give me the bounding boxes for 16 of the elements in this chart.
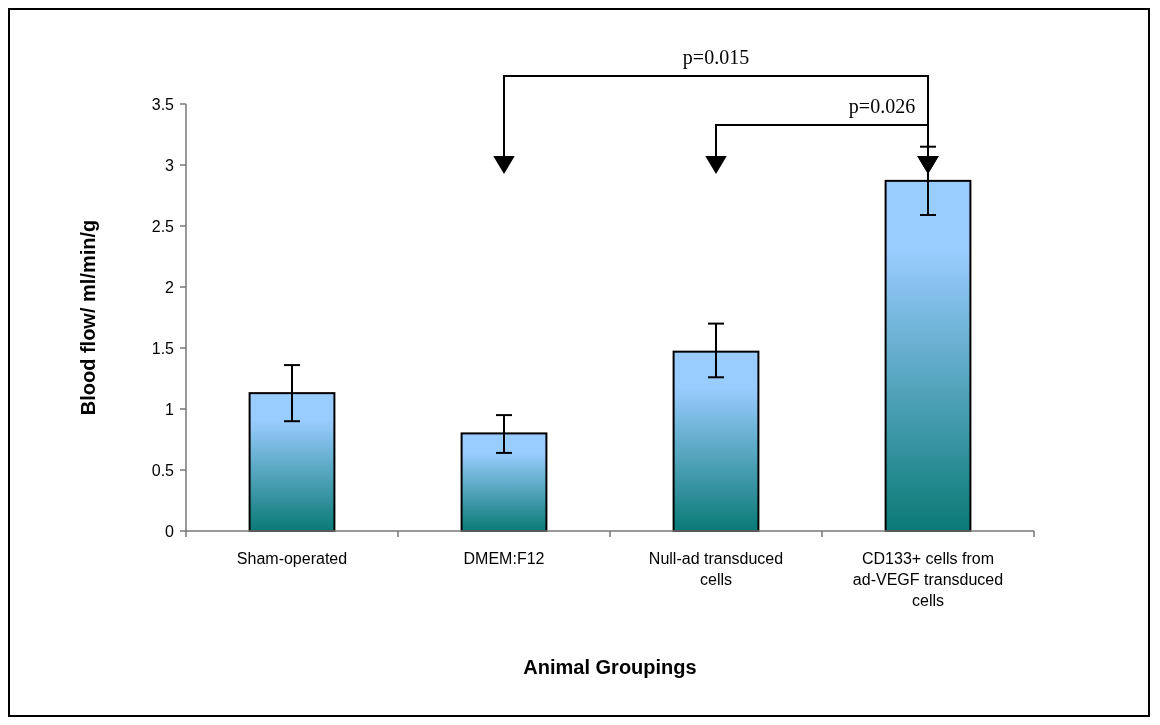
y-axis-title: Blood flow/ ml/min/g <box>77 219 99 416</box>
y-tick-label: 2 <box>165 278 175 296</box>
y-tick-label: 0.5 <box>151 461 175 479</box>
annotation: p=0.026 <box>848 95 916 118</box>
x-tick-label: CD133+ cells from ad-VEGF transduced cells <box>852 550 1004 609</box>
text: p=0.015 <box>682 46 750 69</box>
x-tick-label: Null-ad transduced cells <box>648 550 784 588</box>
y-tick-label: 1.5 <box>151 339 175 357</box>
y-tick-label: 0 <box>165 522 175 540</box>
y-tick-label: 3 <box>165 156 175 174</box>
x-tick-label: Sham-operated <box>236 550 348 567</box>
x-axis-title: Animal Groupings <box>523 656 697 678</box>
y-tick-label: 3.5 <box>151 95 175 113</box>
y-tick-label: 1 <box>165 400 175 418</box>
y-tick-label: 2.5 <box>151 217 175 235</box>
x-tick-label: DMEM:F12 <box>463 550 545 567</box>
